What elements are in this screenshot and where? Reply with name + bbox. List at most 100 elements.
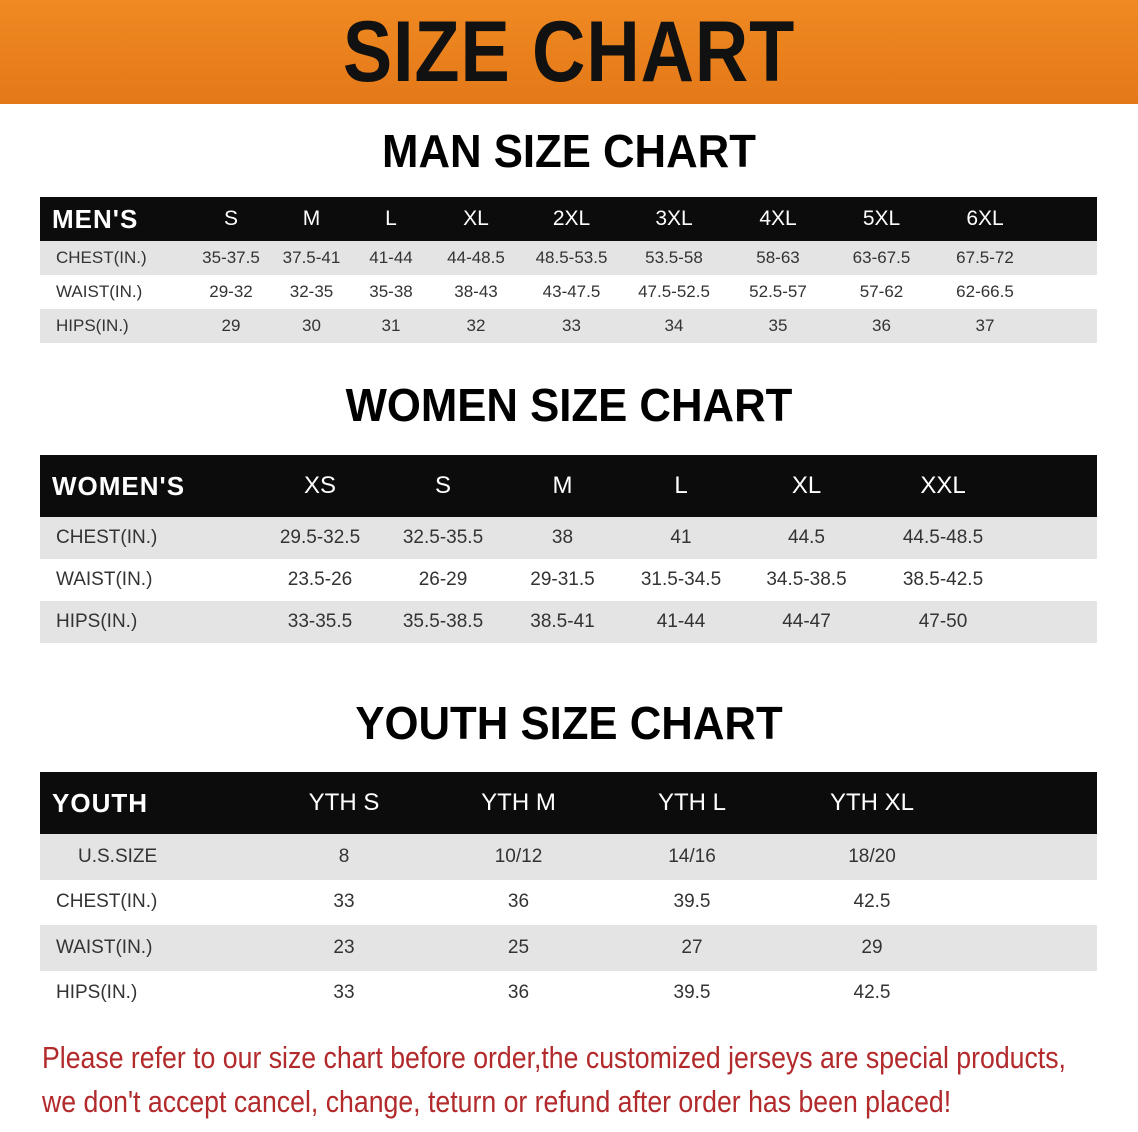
size-cell: 29-31.5: [530, 569, 595, 590]
size-cell: 5XL: [862, 207, 901, 230]
size-cell: YTH S: [308, 789, 380, 816]
size-cell: 34: [664, 316, 684, 335]
size-cell: 36: [507, 982, 530, 1004]
table-row: WAIST(IN.) 23.5-26 26-29 29-31.5 31.5-34.5 34…: [40, 559, 1097, 601]
row-label: HIPS(IN.): [56, 982, 138, 1004]
size-cell: 33: [333, 891, 355, 913]
order-notice: Please refer to our size chart before or…: [42, 1036, 1066, 1124]
size-cell: S: [434, 472, 451, 499]
table-row: HIPS(IN.) 33 36 39.5 42.5: [40, 971, 1097, 1017]
size-cell: 41-44: [369, 248, 413, 267]
size-cell: 30: [302, 316, 321, 335]
size-cell: 10/12: [494, 845, 543, 867]
men-section-title: MAN SIZE CHART: [382, 125, 756, 177]
size-cell: 44-48.5: [447, 248, 505, 267]
size-cell: 2XL: [552, 207, 591, 230]
size-cell: L: [674, 472, 688, 499]
size-cell: 48.5-53.5: [535, 248, 608, 267]
row-label: CHEST(IN.): [56, 891, 158, 913]
size-cell: 35.5-38.5: [402, 611, 484, 632]
size-cell: 6XL: [966, 207, 1004, 230]
size-cell: 8: [338, 845, 350, 867]
size-cell: 32-35: [289, 282, 334, 301]
row-label: CHEST(IN.): [56, 527, 158, 548]
row-label: HIPS(IN.): [56, 316, 129, 335]
table-row: WAIST(IN.) 29-32 32-35 35-38 38-43 43-47.5 47.…: [40, 275, 1097, 309]
size-cell: 47-50: [918, 611, 968, 632]
size-cell: 58-63: [756, 248, 800, 267]
row-label: WAIST(IN.): [56, 936, 153, 958]
size-cell: 38-43: [454, 282, 498, 301]
size-cell: 43-47.5: [542, 282, 601, 301]
size-cell: 27: [681, 936, 703, 958]
table-row: WAIST(IN.) 23 25 27 29: [40, 925, 1097, 971]
table-row: CHEST(IN.) 35-37.5 37.5-41 41-44 44-48.5 48.5…: [40, 241, 1097, 275]
size-cell: 62-66.5: [956, 282, 1014, 301]
table-row: HIPS(IN.) 29 30 31 32 33 34 35 36 37: [40, 309, 1097, 343]
size-cell: S: [223, 207, 238, 230]
size-cell: 44-47: [782, 611, 831, 632]
table-header-row: WOMEN'S XS S M L XL XXL: [40, 455, 1097, 517]
table-row: CHEST(IN.) 33 36 39.5 42.5: [40, 880, 1097, 926]
size-cell: 39.5: [673, 982, 711, 1004]
size-cell: 33-35.5: [287, 611, 353, 632]
size-cell: 37: [975, 316, 995, 335]
table-row: CHEST(IN.) 29.5-32.5 32.5-35.5 38 41 44.5 44.5…: [40, 517, 1097, 559]
size-cell: M: [302, 207, 321, 230]
size-cell: 31: [381, 316, 401, 335]
size-cell: 33: [562, 316, 581, 335]
size-cell: 35: [768, 316, 788, 335]
size-cell: 38.5-41: [530, 611, 595, 632]
notice-line: we don't accept cancel, change, teturn o…: [42, 1084, 952, 1119]
row-label: U.S.SIZE: [78, 845, 158, 867]
size-cell: 41: [670, 527, 692, 548]
size-cell: XL: [791, 472, 822, 499]
size-cell: 29: [221, 316, 241, 335]
size-cell: 44.5-48.5: [902, 527, 984, 548]
size-cell: 31.5-34.5: [640, 569, 722, 590]
row-label: WAIST(IN.): [56, 282, 143, 301]
notice-line: Please refer to our size chart before or…: [42, 1040, 1066, 1075]
women-section-title: WOMEN SIZE CHART: [345, 379, 793, 431]
size-cell: 42.5: [853, 982, 891, 1004]
table-row: HIPS(IN.) 33-35.5 35.5-38.5 38.5-41 41-44 44-…: [40, 601, 1097, 643]
size-cell: 35-37.5: [202, 248, 260, 267]
row-label: WOMEN'S: [52, 470, 186, 501]
size-cell: 32: [466, 316, 486, 335]
size-cell: XL: [463, 207, 489, 230]
size-cell: 3XL: [655, 207, 693, 230]
size-cell: 29-32: [209, 282, 253, 301]
table-header-row: YOUTH YTH S YTH M YTH L YTH XL: [40, 772, 1097, 834]
size-cell: 38.5-42.5: [902, 569, 984, 590]
women-size-table: WOMEN'S XS S M L XL XXL CHEST(IN.) 29.5-32.5 32.5…: [40, 455, 1097, 643]
size-cell: 18/20: [848, 845, 896, 867]
size-cell: 36: [872, 316, 891, 335]
size-cell: 23: [333, 936, 355, 958]
page-title: SIZE CHART: [342, 4, 796, 100]
size-cell: 29.5-32.5: [279, 527, 361, 548]
size-cell: YTH XL: [829, 789, 915, 816]
size-cell: 34.5-38.5: [766, 569, 847, 590]
youth-size-table: YOUTH YTH S YTH M YTH L YTH XL U.S.SIZE 8 10/12…: [40, 772, 1097, 1016]
size-cell: L: [385, 207, 397, 230]
row-label: MEN'S: [52, 203, 139, 234]
size-cell: M: [552, 472, 573, 499]
size-cell: 42.5: [853, 891, 891, 913]
row-label: YOUTH: [52, 787, 148, 818]
size-cell: 67.5-72: [956, 248, 1014, 267]
size-cell: 33: [333, 982, 355, 1004]
row-label: WAIST(IN.): [56, 569, 153, 590]
size-cell: 41-44: [656, 611, 706, 632]
size-cell: 47.5-52.5: [638, 282, 710, 301]
table-row: U.S.SIZE 8 10/12 14/16 18/20: [40, 834, 1097, 880]
size-cell: 4XL: [759, 207, 797, 230]
size-cell: 39.5: [673, 891, 711, 913]
size-cell: 29: [861, 936, 883, 958]
size-cell: 52.5-57: [749, 282, 807, 301]
size-cell: 35-38: [369, 282, 413, 301]
size-cell: 57-62: [859, 282, 904, 301]
size-cell: 63-67.5: [852, 248, 911, 267]
size-cell: 26-29: [418, 569, 468, 590]
size-cell: 37.5-41: [282, 248, 341, 267]
youth-section-title: YOUTH SIZE CHART: [355, 697, 783, 749]
